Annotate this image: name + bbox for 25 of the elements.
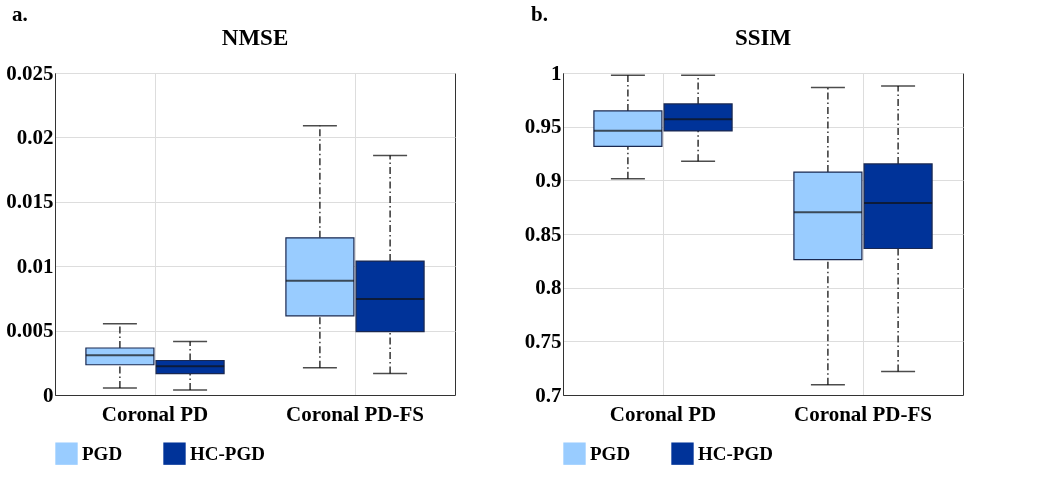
y-tick-label: 0.02 — [16, 124, 54, 149]
y-tick-label: 1 — [551, 60, 562, 85]
text: a. — [12, 2, 28, 27]
x-tick-label: Coronal PD-FS — [286, 401, 424, 426]
legend-label: PGD — [590, 442, 631, 464]
legend-label: HC-PGD — [190, 442, 265, 464]
chart-title: NMSE — [221, 25, 289, 50]
y-tick-label: 0.75 — [524, 328, 562, 353]
y-tick-label: 0.015 — [6, 189, 54, 214]
legend-label: PGD — [82, 442, 123, 464]
text: b. — [531, 2, 548, 27]
x-tick-label: Coronal PD — [609, 401, 717, 426]
y-tick-label: 0.025 — [6, 60, 54, 85]
chart-title: SSIM — [734, 25, 792, 50]
y-tick-label: 0.95 — [524, 114, 562, 139]
y-tick-label: 0.005 — [6, 318, 54, 343]
legend-label: HC-PGD — [698, 442, 773, 464]
y-tick-label: 0 — [43, 382, 54, 407]
y-tick-label: 0.9 — [535, 167, 562, 192]
x-tick-label: Coronal PD — [101, 401, 209, 426]
y-tick-label: 0.7 — [535, 382, 562, 407]
x-tick-label: Coronal PD-FS — [794, 401, 932, 426]
y-tick-label: 0.01 — [16, 253, 54, 278]
y-tick-label: 0.8 — [535, 275, 562, 300]
y-tick-label: 0.85 — [524, 221, 562, 246]
